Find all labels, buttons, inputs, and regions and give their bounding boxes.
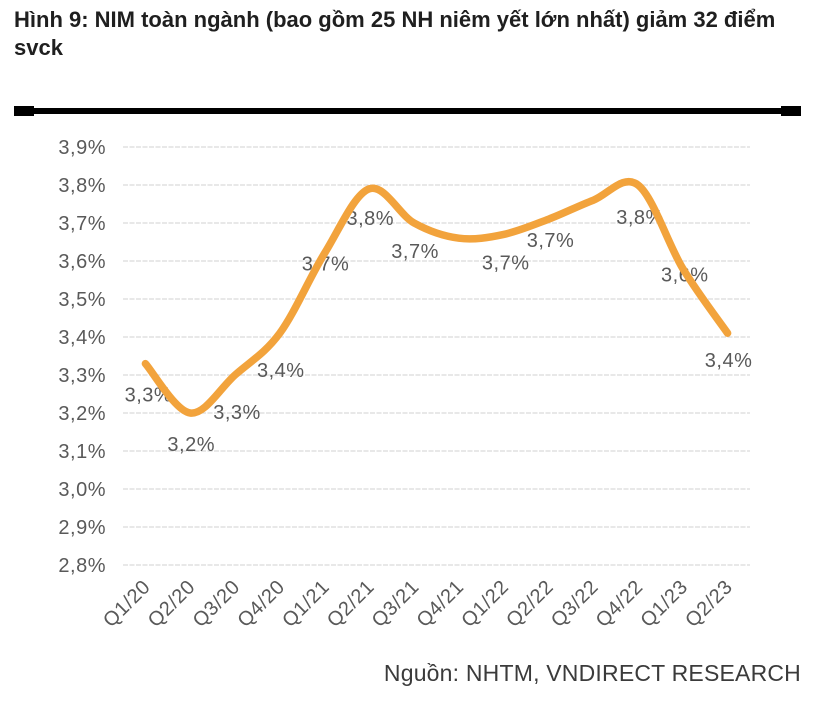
x-axis-tick-label: Q4/21 bbox=[413, 576, 469, 632]
x-axis-tick-label: Q2/20 bbox=[144, 576, 200, 632]
data-label: 3,4% bbox=[705, 350, 753, 372]
x-axis-tick-label: Q1/23 bbox=[636, 576, 692, 632]
data-label: 3,7% bbox=[482, 252, 530, 274]
x-axis-tick-label: Q1/21 bbox=[278, 576, 334, 632]
x-axis-tick-label: Q3/20 bbox=[189, 576, 245, 632]
y-axis-tick-label: 3,8% bbox=[58, 175, 106, 197]
data-label: 3,7% bbox=[391, 241, 439, 263]
x-axis-tick-label: Q4/20 bbox=[233, 576, 289, 632]
nim-line-series bbox=[141, 178, 732, 417]
x-axis-tick-label: Q4/22 bbox=[592, 576, 648, 632]
y-axis-tick-label: 3,5% bbox=[58, 289, 106, 311]
y-axis-tick-label: 3,1% bbox=[58, 441, 106, 463]
source-caption: Nguồn: NHTM, VNDIRECT RESEARCH bbox=[383, 660, 801, 686]
x-axis-tick-label: Q1/22 bbox=[457, 576, 513, 632]
data-label: 3,3% bbox=[213, 402, 261, 424]
figure-title: Hình 9: NIM toàn ngành (bao gồm 25 NH ni… bbox=[14, 7, 776, 60]
x-axis-tick-label: Q3/21 bbox=[368, 576, 424, 632]
data-label: 3,3% bbox=[125, 385, 173, 407]
y-axis-tick-label: 3,3% bbox=[58, 365, 106, 387]
x-axis-tick-label: Q1/20 bbox=[99, 576, 155, 632]
x-axis-tick-label: Q2/22 bbox=[502, 576, 558, 632]
y-axis-tick-label: 2,8% bbox=[58, 555, 106, 577]
y-axis-tick-label: 3,0% bbox=[58, 479, 106, 501]
data-label: 3,4% bbox=[257, 360, 305, 382]
title-divider-bar bbox=[14, 106, 801, 116]
x-axis-tick-label: Q3/22 bbox=[547, 576, 603, 632]
y-axis-tick-label: 3,2% bbox=[58, 403, 106, 425]
x-axis-tick-label: Q2/21 bbox=[323, 576, 379, 632]
y-axis-tick-label: 3,4% bbox=[58, 327, 106, 349]
data-label: 3,7% bbox=[527, 230, 575, 252]
y-axis-tick-label: 3,6% bbox=[58, 251, 106, 273]
data-label: 3,8% bbox=[616, 207, 664, 229]
data-label: 3,2% bbox=[167, 434, 215, 456]
y-axis-tick-label: 3,9% bbox=[58, 137, 106, 159]
y-axis-tick-label: 2,9% bbox=[58, 517, 106, 539]
data-label: 3,8% bbox=[347, 208, 395, 230]
y-axis-tick-label: 3,7% bbox=[58, 213, 106, 235]
x-axis-tick-label: Q2/23 bbox=[681, 576, 737, 632]
